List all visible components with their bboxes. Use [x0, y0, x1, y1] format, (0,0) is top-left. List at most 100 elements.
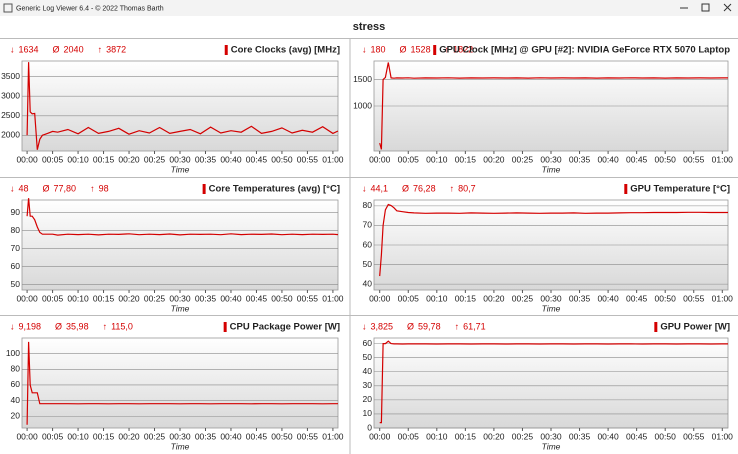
maximize-button[interactable]	[701, 3, 710, 12]
x-tick-label: 00:10	[67, 431, 89, 441]
x-tick-label: 00:50	[271, 431, 293, 441]
stat-symbol: ↓	[10, 44, 15, 54]
close-button[interactable]	[723, 3, 732, 12]
stat-value: 9,198	[19, 321, 42, 331]
stat-symbol: Ø	[55, 321, 62, 331]
y-tick-label: 90	[11, 207, 21, 217]
x-tick-label: 00:10	[426, 293, 448, 303]
x-tick-label: 00:30	[540, 154, 562, 164]
stat-value: 2040	[64, 44, 84, 54]
stat-value: 76,28	[413, 183, 436, 193]
x-tick-label: 00:35	[195, 293, 217, 303]
x-tick-label: 00:15	[455, 431, 477, 441]
stat-symbol: ↑	[445, 44, 450, 54]
x-tick-label: 00:05	[42, 431, 64, 441]
legend-swatch	[202, 184, 206, 194]
x-tick-label: 00:45	[246, 154, 268, 164]
x-tick-label: 01:00	[712, 154, 734, 164]
y-tick-label: 30	[363, 380, 373, 390]
stat-symbol: Ø	[43, 183, 50, 193]
y-tick-label: 60	[363, 239, 373, 249]
x-tick-label: 00:15	[455, 154, 477, 164]
x-tick-label: 00:55	[297, 154, 319, 164]
x-tick-label: 00:30	[169, 293, 191, 303]
data-line	[26, 62, 339, 150]
app-icon	[3, 3, 13, 13]
x-tick-label: 00:10	[67, 293, 89, 303]
stat-symbol: ↑	[90, 183, 95, 193]
x-tick-label: 00:50	[655, 154, 677, 164]
legend-label: Core Clocks (avg) [MHz]	[231, 45, 340, 56]
window-title: Generic Log Viewer 6.4 - © 2022 Thomas B…	[16, 4, 164, 12]
stat-symbol: ↑	[103, 321, 108, 331]
stat-symbol: ↑	[450, 183, 455, 193]
x-tick-label: 01:00	[322, 293, 344, 303]
legend-label: CPU Package Power [W]	[230, 322, 340, 333]
y-tick-label: 50	[11, 279, 21, 289]
x-tick-label: 00:40	[597, 431, 619, 441]
x-axis-label: Time	[542, 441, 561, 451]
plot-area	[373, 337, 729, 429]
stat-symbol: ↓	[10, 183, 15, 193]
y-tick-label: 80	[11, 364, 21, 374]
y-tick-label: 80	[11, 225, 21, 235]
x-tick-label: 00:45	[246, 293, 268, 303]
y-tick-label: 10	[363, 408, 373, 418]
x-tick-label: 01:00	[712, 293, 734, 303]
stat-symbol: ↑	[98, 44, 103, 54]
legend-label: GPU Temperature [°C]	[630, 184, 730, 195]
y-tick-label: 70	[11, 243, 21, 253]
stat-value: 3,825	[371, 321, 394, 331]
x-tick-label: 00:20	[483, 293, 505, 303]
y-tick-label: 20	[11, 411, 21, 421]
x-tick-label: 00:35	[195, 431, 217, 441]
x-tick-label: 00:05	[398, 293, 420, 303]
x-tick-label: 00:10	[67, 154, 89, 164]
x-tick-label: 00:25	[512, 293, 534, 303]
stat-symbol: ↓	[362, 183, 367, 193]
y-tick-label: 40	[11, 395, 21, 405]
plot-area	[21, 337, 339, 429]
x-axis-label: Time	[171, 303, 190, 313]
x-tick-label: 00:00	[16, 154, 38, 164]
x-tick-label: 00:00	[369, 293, 391, 303]
x-axis-label: Time	[171, 441, 190, 451]
stat-value: 35,98	[66, 321, 89, 331]
x-tick-label: 00:05	[42, 154, 64, 164]
stat-value: 1528	[411, 44, 431, 54]
x-tick-label: 00:25	[144, 431, 166, 441]
data-line	[26, 341, 338, 425]
y-tick-label: 3500	[1, 71, 20, 81]
x-tick-label: 00:40	[597, 154, 619, 164]
y-tick-label: 50	[363, 259, 373, 269]
title-bar	[0, 0, 738, 16]
x-tick-label: 01:00	[712, 431, 734, 441]
legend-swatch	[624, 184, 628, 194]
x-tick-label: 00:55	[683, 293, 705, 303]
x-tick-label: 00:00	[369, 431, 391, 441]
x-tick-label: 00:40	[220, 154, 242, 164]
x-tick-label: 00:10	[426, 431, 448, 441]
x-tick-label: 00:55	[297, 431, 319, 441]
x-tick-label: 00:40	[220, 431, 242, 441]
plot-area	[21, 60, 339, 152]
legend-swatch	[433, 45, 437, 55]
stat-symbol: ↓	[362, 321, 367, 331]
x-tick-label: 00:15	[455, 293, 477, 303]
stat-symbol: ↓	[362, 44, 367, 54]
x-tick-label: 00:55	[683, 154, 705, 164]
stat-symbol: ↓	[10, 321, 15, 331]
x-tick-label: 00:15	[93, 154, 115, 164]
x-axis-label: Time	[171, 164, 190, 174]
x-tick-label: 00:30	[169, 431, 191, 441]
x-tick-label: 00:50	[271, 154, 293, 164]
x-tick-label: 00:50	[655, 293, 677, 303]
y-tick-label: 60	[363, 338, 373, 348]
x-tick-label: 00:20	[118, 293, 140, 303]
legend-label: GPU Power [W]	[660, 322, 730, 333]
y-tick-label: 70	[363, 220, 373, 230]
plot-area	[21, 199, 339, 291]
y-tick-label: 2000	[1, 130, 20, 140]
x-tick-label: 00:05	[398, 431, 420, 441]
